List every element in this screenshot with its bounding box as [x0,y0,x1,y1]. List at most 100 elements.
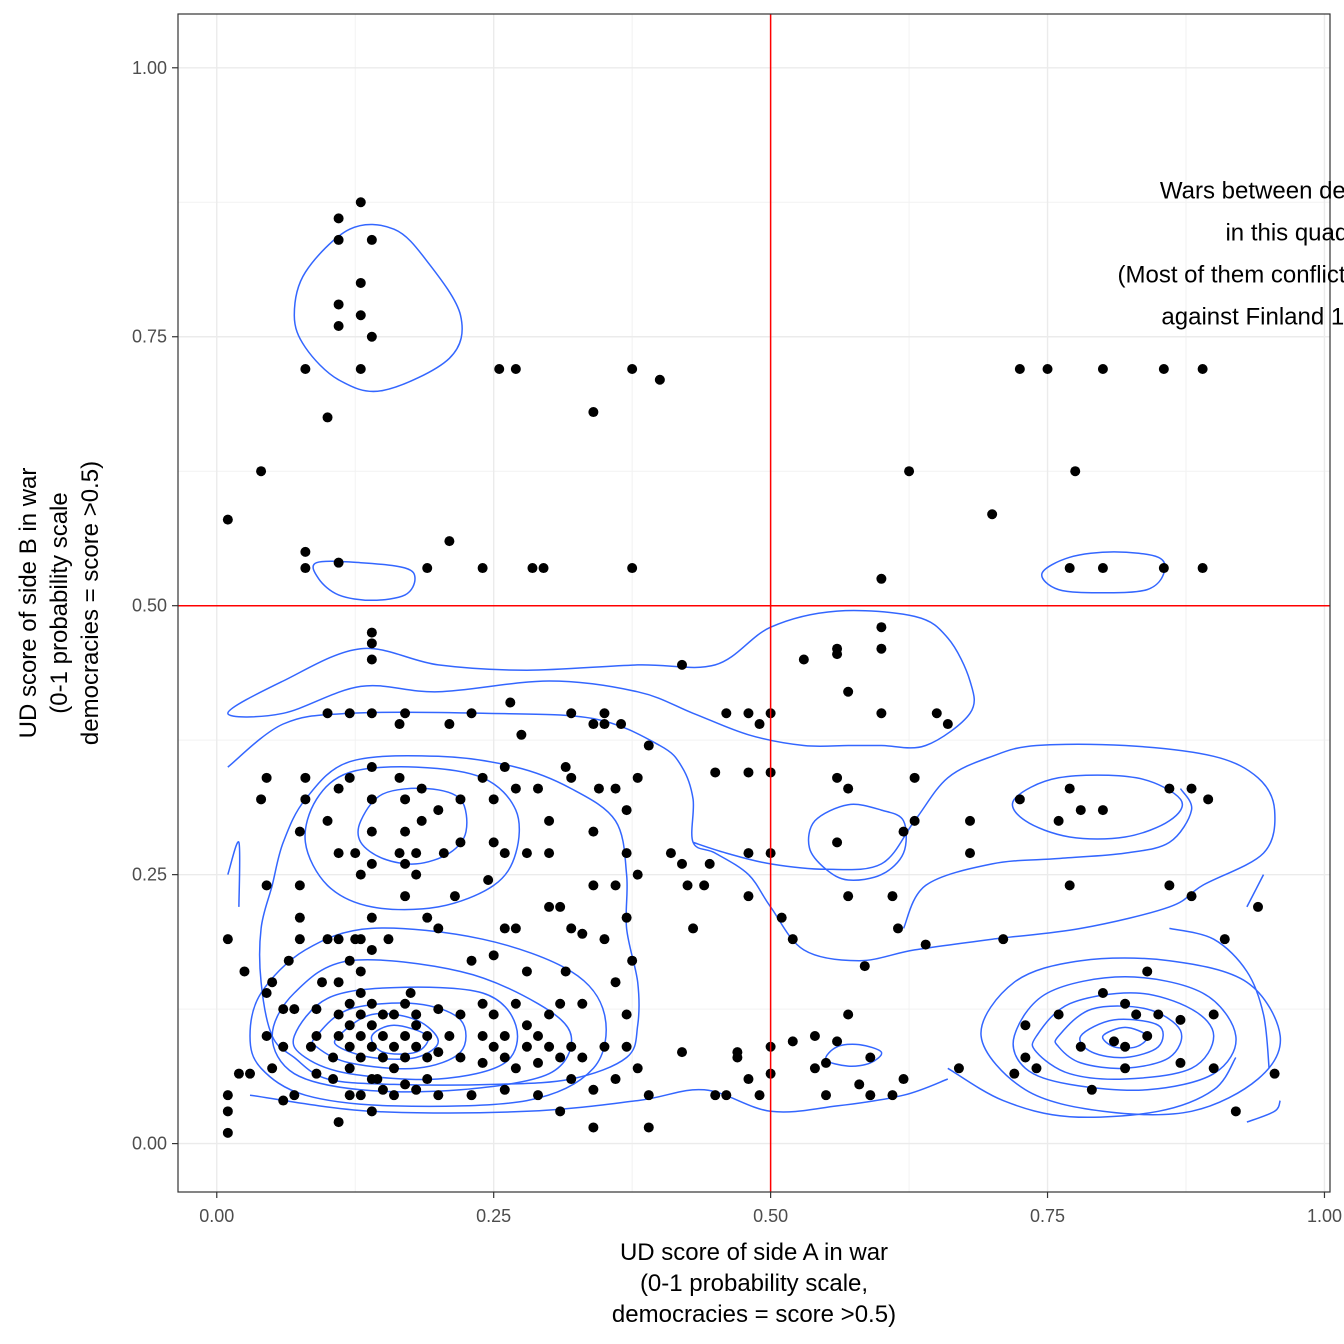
data-point [643,740,654,751]
data-point [455,1052,466,1063]
data-point [333,1009,344,1020]
data-point [887,1090,898,1101]
data-point [394,719,405,730]
data-point [710,1090,721,1101]
data-point [322,934,333,945]
data-point [843,1009,854,1020]
data-point [383,934,394,945]
data-point [510,998,521,1009]
x-axis-title-line: UD score of side A in war [620,1239,888,1266]
data-point [311,1031,322,1042]
data-point [876,643,887,654]
data-point [1053,1009,1064,1020]
data-point [499,848,510,859]
data-point [411,1084,422,1095]
data-point [422,1074,433,1085]
density-contour-line [1169,927,1270,1069]
data-point [577,1052,588,1063]
data-point [621,805,632,816]
data-point [577,928,588,939]
data-point [898,1074,909,1085]
density-contour-line [312,560,416,602]
data-point [527,563,538,574]
panel-background [178,14,1330,1192]
density-contour-line [1101,1026,1149,1049]
data-point [1131,1009,1142,1020]
data-point [394,772,405,783]
density-contour-line [1079,1018,1164,1059]
data-point [904,466,915,477]
data-point [366,762,377,773]
data-point [344,708,355,719]
data-point [1153,1009,1164,1020]
annotation-line: Wars between democracies [1160,177,1344,204]
data-point [444,536,455,547]
data-point [627,563,638,574]
data-point [1020,1020,1031,1031]
data-point [632,869,643,880]
data-point [632,1063,643,1074]
data-point [377,1031,388,1042]
annotation-line: in this quadrant [1225,219,1344,246]
data-point [267,1063,278,1074]
y-axis-title-line: UD score of side B in war [15,468,42,739]
data-point [505,697,516,708]
density-contour-line [947,1057,1237,1119]
data-point [344,1063,355,1074]
y-tick-label: 1.00 [132,58,167,78]
data-point [366,627,377,638]
data-point [355,1052,366,1063]
quadrant-annotation: Wars between democracies in this quadrant… [1117,177,1344,330]
data-point [843,686,854,697]
data-point [355,934,366,945]
data-point [809,1063,820,1074]
data-point [621,1009,632,1020]
data-point [411,1009,422,1020]
data-point [411,1041,422,1052]
data-point [1208,1009,1219,1020]
data-point [488,950,499,961]
density-contour-line [1011,774,1184,840]
data-point [333,934,344,945]
density-contour-line [1246,874,1265,908]
data-point [366,708,377,719]
data-point [256,466,267,477]
y-tick-label: 0.50 [132,596,167,616]
data-point [311,1068,322,1079]
data-point [743,708,754,719]
data-point [366,912,377,923]
data-point [610,1074,621,1085]
data-point [843,783,854,794]
data-point [400,1031,411,1042]
density-contour-line [902,788,1193,929]
data-point [621,848,632,859]
data-point [743,848,754,859]
data-point [665,848,676,859]
data-point [754,719,765,730]
density-contour-line [249,1078,949,1114]
panel-border [177,13,1331,1193]
data-point [300,546,311,557]
data-point [389,1041,399,1052]
data-point [1175,1057,1186,1068]
data-point [1053,815,1064,826]
data-point [1230,1106,1241,1117]
data-point [521,966,532,977]
data-point [616,719,627,730]
data-point [743,767,754,778]
data-point [544,1041,555,1052]
data-point [261,987,272,998]
data-point [588,880,599,891]
data-point [909,772,920,783]
data-point [322,815,333,826]
data-point [1197,364,1208,375]
data-point [588,407,599,418]
data-point [256,794,267,805]
density-contour-line [227,609,975,749]
data-point [865,1090,876,1101]
data-point [333,320,344,331]
data-point [1120,998,1131,1009]
data-point [278,1041,289,1052]
data-point [400,891,411,902]
data-point [599,708,610,719]
